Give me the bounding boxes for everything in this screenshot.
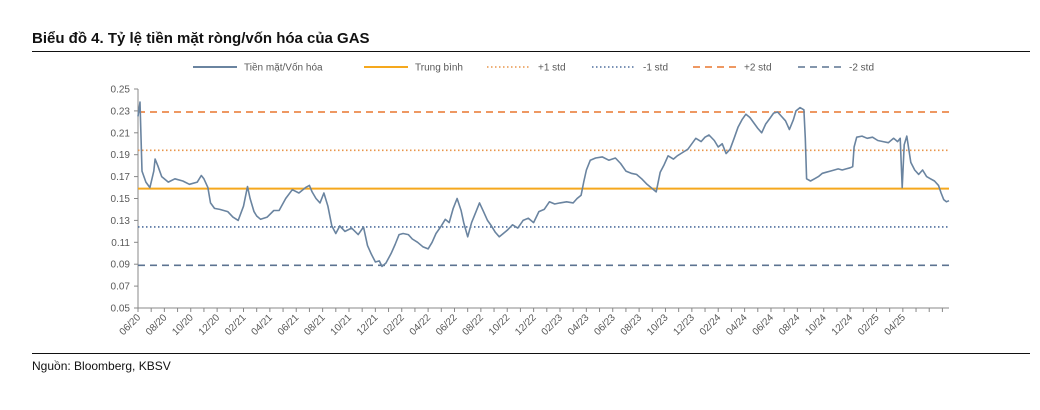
x-tick-label: 12/21 [355, 312, 381, 338]
x-tick-label: 06/20 [118, 312, 144, 338]
x-tick-label: 06/21 [276, 312, 302, 338]
x-tick-label: 04/22 [408, 312, 434, 338]
x-tick-label: 04/21 [250, 312, 276, 338]
x-axis: 06/20 08/20 10/20 12/20 02/21 04/21 06/21 08/21… [118, 307, 949, 338]
x-tick-label: 02/22 [381, 312, 407, 338]
legend-label-series: Tiền mặt/Vốn hóa [244, 62, 323, 74]
x-tick-label: 08/21 [302, 312, 328, 338]
y-tick-label: 0.07 [111, 282, 131, 293]
y-tick-label: 0.05 [111, 304, 131, 315]
x-tick-label: 02/24 [698, 312, 724, 338]
source-rule [32, 353, 1030, 354]
legend-label-std1_lower: -1 std [643, 63, 668, 74]
x-tick-label: 12/22 [513, 312, 539, 338]
x-tick-label: 02/23 [540, 312, 566, 338]
x-tick-label: 10/22 [487, 312, 513, 338]
x-tick-label: 10/20 [170, 312, 196, 338]
x-tick-label: 12/24 [830, 312, 856, 338]
y-tick-label: 0.15 [111, 194, 131, 205]
y-tick-label: 0.13 [111, 216, 131, 227]
x-tick-label: 08/22 [461, 312, 487, 338]
x-tick-label: 10/21 [329, 312, 355, 338]
y-tick-label: 0.23 [111, 106, 131, 117]
legend-label-std2_lower: -2 std [849, 63, 874, 74]
reference-lines [138, 111, 949, 267]
y-tick-label: 0.11 [111, 238, 130, 249]
title-rule [32, 51, 1030, 52]
x-tick-label: 12/23 [671, 312, 697, 338]
x-tick-label: 08/23 [619, 312, 645, 338]
legend-label-std2_upper: +2 std [744, 63, 772, 74]
plot-area [137, 101, 950, 268]
legend-label-std1_upper: +1 std [538, 63, 566, 74]
x-tick-label: 06/22 [434, 312, 460, 338]
source-note: Nguồn: Bloomberg, KBSV [32, 359, 171, 373]
y-tick-label: 0.17 [111, 172, 131, 183]
x-tick-label: 04/25 [882, 312, 908, 338]
y-axis: 0.25 0.23 0.21 0.19 0.17 0.15 0.13 0.11 0.09 0.07… [111, 85, 139, 315]
x-tick-label: 10/24 [803, 312, 829, 338]
legend-label-mean: Trung bình [415, 63, 463, 74]
y-tick-label: 0.19 [111, 150, 131, 161]
y-tick-label: 0.21 [111, 128, 131, 139]
x-tick-label: 12/20 [197, 312, 223, 338]
y-tick-label: 0.25 [111, 85, 131, 96]
x-tick-label: 06/23 [592, 312, 618, 338]
x-tick-label: 04/24 [724, 312, 750, 338]
x-tick-label: 10/23 [645, 312, 671, 338]
x-tick-label: 06/24 [751, 312, 777, 338]
x-tick-label: 08/20 [144, 312, 170, 338]
x-tick-label: 02/25 [856, 312, 882, 338]
series-line-tien-mat-von-hoa [137, 101, 950, 268]
chart-title: Biểu đồ 4. Tỷ lệ tiền mặt ròng/vốn hóa c… [32, 30, 370, 47]
x-tick-label: 08/24 [777, 312, 803, 338]
x-tick-label: 02/21 [223, 312, 249, 338]
x-tick-label: 04/23 [566, 312, 592, 338]
y-tick-label: 0.09 [111, 260, 131, 271]
chart-legend: Tiền mặt/Vốn hóa Trung bình +1 std -1 std +2… [193, 62, 874, 74]
